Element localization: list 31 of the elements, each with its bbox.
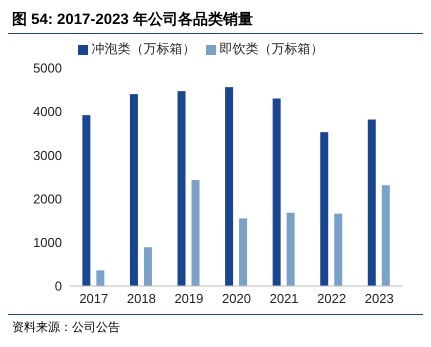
y-tick-label: 5000 [33,60,62,76]
bar [334,214,342,286]
bar [272,98,281,286]
bar [239,218,248,286]
x-tick-label: 2022 [317,291,346,306]
text: 资料来源：公司公告 [8,314,423,340]
y-tick-label: 1000 [33,235,62,250]
x-tick-label: 2020 [222,291,251,306]
bar [96,270,104,286]
bar [320,132,328,286]
bar [368,119,376,286]
bar [144,247,152,286]
x-tick-label: 2018 [126,291,156,306]
legend-label: 冲泡类（万标箱） [92,41,196,56]
y-tick-label: 2000 [33,191,62,206]
bar [130,94,138,286]
legend-label: 即饮类（万标箱） [220,41,324,56]
bar [382,185,390,286]
bar [192,180,200,286]
bar [225,87,234,286]
bar [286,212,295,286]
y-tick-label: 4000 [33,104,62,120]
x-tick-label: 2019 [174,291,204,306]
x-tick-label: 2023 [364,291,394,306]
bar [178,91,186,286]
x-tick-label: 2021 [270,291,299,306]
bar [82,115,90,286]
x-tick-label: 2017 [79,291,108,306]
y-tick-label: 0 [54,278,62,294]
chart-title: 图 54: 2017-2023 年公司各品类销量 [8,8,423,34]
y-tick-label: 3000 [33,148,62,163]
